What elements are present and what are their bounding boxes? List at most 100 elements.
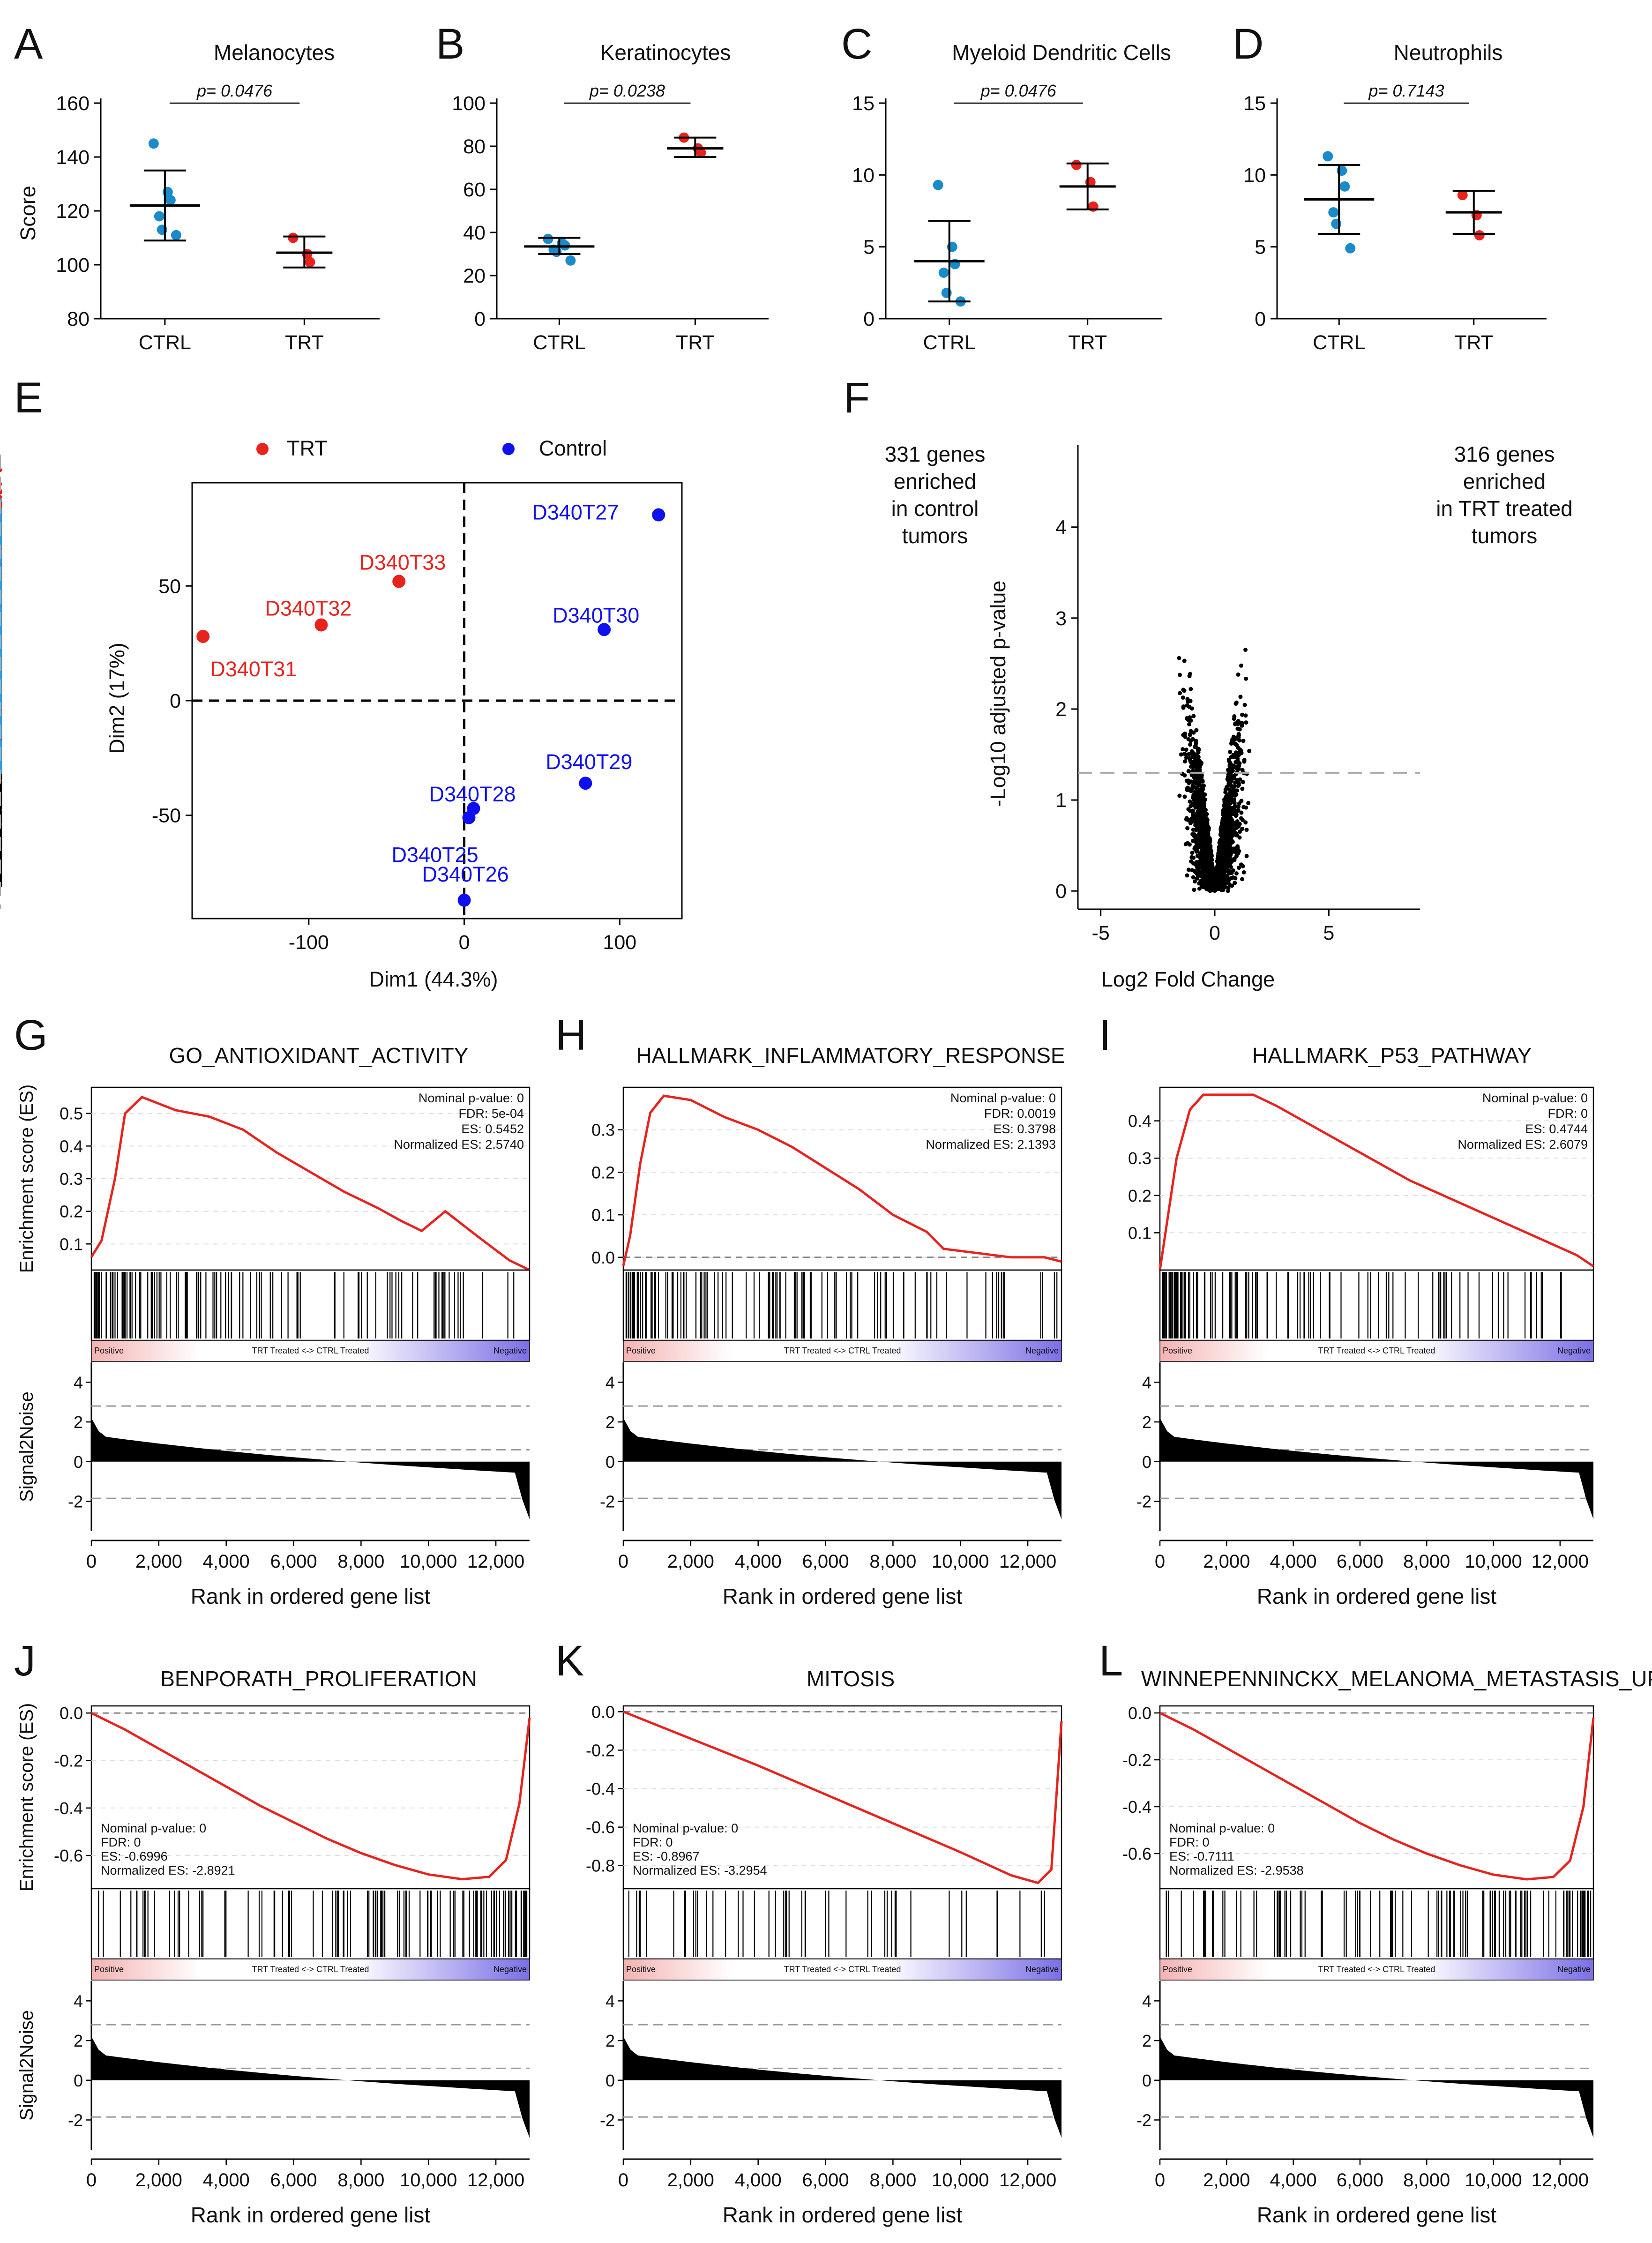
volcano-point <box>1182 658 1187 663</box>
volcano-point <box>1183 734 1188 739</box>
volcano-point <box>1188 699 1193 703</box>
volcano-point <box>1228 827 1233 832</box>
volcano-point <box>1243 713 1248 718</box>
x-axis-label: Rank in ordered gene list <box>1257 1584 1497 1608</box>
volcano-point <box>1225 810 1229 815</box>
x-tick-label: 2,000 <box>1203 2170 1250 2191</box>
volcano-point <box>1239 810 1244 815</box>
y-tick-label: -2 <box>68 2110 83 2130</box>
volcano-point <box>1244 805 1248 810</box>
x-axis-label: Rank in ordered gene list <box>723 2203 963 2227</box>
panel-letter-l: L <box>1099 1637 1123 1685</box>
volcano-point <box>1236 672 1241 677</box>
y-tick-label: -2 <box>68 1492 83 1511</box>
volcano-point <box>1238 830 1242 834</box>
y-tick-label: 0.3 <box>1128 1149 1151 1168</box>
x-tick-label: 6,000 <box>1337 2170 1383 2191</box>
y-tick-label: 10 <box>852 164 875 187</box>
negative-label: Negative <box>493 1346 527 1355</box>
volcano-point <box>1236 753 1241 757</box>
volcano-point <box>1199 795 1204 800</box>
volcano-point <box>1195 813 1199 817</box>
volcano-point <box>1221 837 1226 842</box>
volcano-point <box>1231 754 1235 759</box>
volcano-point <box>1233 701 1238 706</box>
gradient-middle-label: TRT Treated <-> CTRL Treated <box>784 1346 901 1355</box>
x-tick-label: 12,000 <box>467 2170 524 2191</box>
y-tick-label: 0 <box>1055 880 1067 903</box>
volcano-point <box>1204 856 1209 861</box>
gsea-stat: Normalized ES: 2.6079 <box>1458 1137 1588 1151</box>
positive-label: Positive <box>94 1346 124 1355</box>
volcano-point <box>0 829 2 833</box>
x-tick-label: 12,000 <box>999 2170 1056 2191</box>
volcano-point <box>1209 865 1214 869</box>
y-tick-label: 0.0 <box>591 1248 615 1267</box>
y-tick-label: -2 <box>600 2110 615 2130</box>
volcano-point <box>1240 786 1245 791</box>
volcano-point <box>1231 830 1235 835</box>
volcano-point <box>1179 752 1183 757</box>
gsea-stat: Normalized ES: 2.5740 <box>394 1137 524 1151</box>
volcano-point <box>1201 843 1206 847</box>
volcano-point <box>1188 672 1192 676</box>
y-tick-label: -0.6 <box>54 1846 83 1865</box>
gsea-stat: FDR: 0 <box>633 1835 673 1849</box>
volcano-point <box>1244 676 1248 681</box>
volcano-point <box>1184 748 1189 752</box>
volcano-point <box>1217 840 1222 845</box>
volcano-point <box>1200 866 1204 871</box>
y-tick-label: 2 <box>1142 2031 1151 2050</box>
y-tick-label: 5 <box>863 236 875 259</box>
volcano-point <box>1240 712 1244 717</box>
gradient-middle-label: TRT Treated <-> CTRL Treated <box>252 1346 369 1355</box>
volcano-point <box>1194 828 1198 832</box>
gsea-plot-g: 0.1 0.2 0.3 0.4 0.5 Nominal p-value: 0 FDR: 5e… <box>16 1084 531 1608</box>
negative-label: Negative <box>1557 1965 1591 1974</box>
rank-gradient-bar <box>1159 1959 1594 1981</box>
gradient-middle-label: TRT Treated <-> CTRL Treated <box>1318 1965 1435 1974</box>
panel-letter-j: J <box>14 1637 36 1685</box>
y-tick-label: -0.2 <box>586 1741 615 1760</box>
volcano-point <box>1181 695 1185 700</box>
x-axis-label: Rank in ordered gene list <box>191 1584 431 1608</box>
gsea-stat: FDR: 0 <box>1547 1107 1588 1121</box>
volcano-point <box>1241 739 1246 743</box>
negative-label: Negative <box>493 1965 527 1974</box>
x-tick-label: 10,000 <box>1465 1551 1522 1572</box>
volcano-point <box>1229 811 1234 815</box>
x-tick-label: 8,000 <box>1403 2170 1450 2191</box>
y-tick-label: -0.2 <box>1122 1750 1151 1770</box>
gsea-stat: ES: -0.8967 <box>633 1849 700 1863</box>
volcano-point <box>1193 845 1197 850</box>
rank-gradient-bar <box>91 1959 530 1981</box>
gsea-stat: ES: 0.4744 <box>1525 1122 1588 1136</box>
x-tick-label: 8,000 <box>337 2170 384 2191</box>
volcano-point <box>1238 721 1243 725</box>
volcano-point <box>1223 830 1227 835</box>
y-tick-label: 0.1 <box>1128 1223 1151 1242</box>
x-tick-label: -100 <box>289 931 329 954</box>
volcano-point <box>1236 866 1241 870</box>
x-tick-label: 4,000 <box>735 1551 782 1572</box>
volcano-point <box>1224 868 1229 873</box>
volcano-point <box>1232 714 1237 718</box>
y-tick-label: 50 <box>158 575 181 598</box>
y-tick-label: 20 <box>463 265 486 287</box>
pca-point <box>462 811 476 824</box>
volcano-point <box>1231 787 1236 792</box>
pca-point-label: D340T25 <box>392 843 478 867</box>
positive-label: Positive <box>1163 1965 1192 1974</box>
volcano-point <box>1221 808 1226 813</box>
volcano-point <box>1225 854 1230 859</box>
volcano-point <box>1244 828 1249 832</box>
data-point <box>543 233 553 244</box>
volcano-point <box>0 851 2 855</box>
volcano-point <box>1189 764 1193 769</box>
panel-e-xlabel: Dim1 (44.3%) <box>369 967 498 991</box>
panel-letter-f: F <box>844 374 870 422</box>
volcano-point <box>1234 871 1239 876</box>
barcode-hits <box>97 1891 528 1957</box>
legend-control-marker <box>502 443 515 455</box>
